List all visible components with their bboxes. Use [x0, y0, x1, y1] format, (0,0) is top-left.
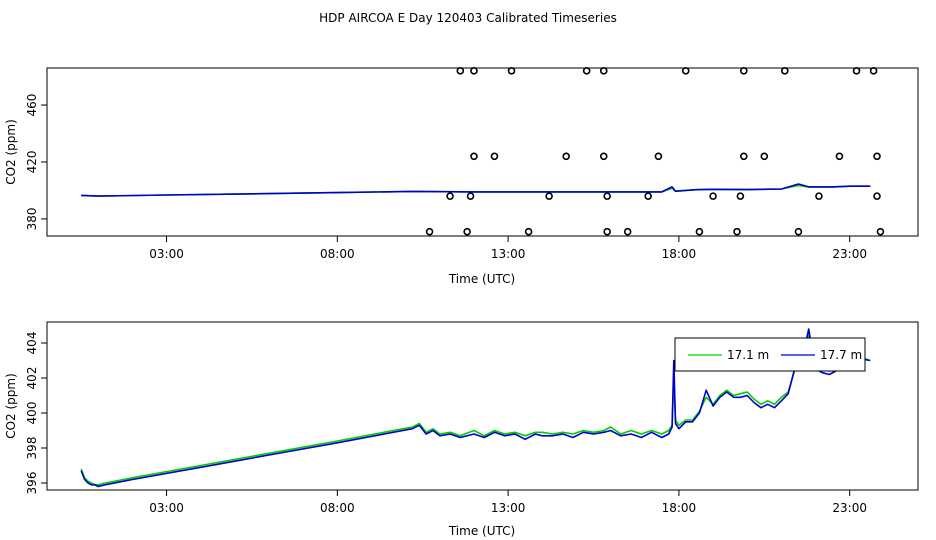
- top-marker-point: [599, 152, 608, 161]
- top-marker-point: [603, 192, 611, 200]
- legend-label-17-7m: 17.7 m: [820, 348, 862, 362]
- bottom-y-tick-label: 396: [25, 472, 39, 495]
- bottom-x-tick-label: 18:00: [662, 501, 697, 515]
- bottom-x-tick-label: 13:00: [491, 501, 526, 515]
- top-x-tick-label: 13:00: [491, 247, 526, 261]
- top-marker-point: [562, 152, 570, 161]
- top-marker-point: [709, 192, 717, 200]
- top-marker-point: [582, 67, 591, 75]
- bottom-series-line-1: [80, 333, 871, 486]
- top-x-tick-label: 18:00: [662, 247, 697, 261]
- top-marker-point: [470, 67, 478, 75]
- top-marker-point: [681, 67, 690, 75]
- top-marker-point: [835, 152, 844, 161]
- top-marker-point: [873, 192, 881, 200]
- top-marker-point: [446, 192, 454, 200]
- top-marker-point: [815, 192, 823, 200]
- bottom-y-axis: 396 398 400 402 404: [25, 332, 47, 495]
- bottom-x-tick-label: 23:00: [832, 501, 867, 515]
- top-marker-point: [695, 227, 704, 236]
- top-x-tick-label: 23:00: [832, 247, 867, 261]
- figure-title: HDP AIRCOA E Day 120403 Calibrated Times…: [319, 11, 617, 25]
- top-y-axis: 380 420 460: [25, 94, 47, 230]
- top-marker-point: [545, 192, 553, 200]
- bottom-legend: 17.1 m 17.7 m: [674, 337, 866, 372]
- legend-label-17-1m: 17.1 m: [727, 348, 769, 362]
- top-marker-point: [466, 192, 475, 200]
- bottom-x-axis: 03:00 08:00 13:00 18:00 23:00: [149, 490, 867, 515]
- top-y-tick-label: 420: [25, 151, 39, 174]
- top-marker-point: [876, 227, 885, 236]
- top-marker-point: [644, 192, 652, 200]
- top-x-axis: 03:00 08:00 13:00 18:00 23:00: [149, 236, 867, 261]
- bottom-series-line-2: [80, 328, 871, 488]
- bottom-y-axis-title: CO2 (ppm): [4, 373, 18, 439]
- top-marker-point: [524, 227, 533, 236]
- top-marker-point: [852, 67, 861, 75]
- top-series-line-2: [81, 183, 871, 197]
- top-y-tick-label: 460: [25, 94, 39, 117]
- bottom-plot-area: [80, 328, 871, 488]
- bottom-y-tick-label: 398: [25, 437, 39, 460]
- bottom-x-tick-label: 03:00: [149, 501, 184, 515]
- top-plot-frame: [46, 67, 919, 237]
- top-plot-area: [81, 67, 885, 236]
- top-marker-point: [739, 152, 748, 161]
- top-marker-point: [599, 67, 608, 75]
- top-marker-point: [490, 152, 499, 161]
- top-marker-point: [603, 227, 611, 236]
- top-marker-point: [760, 152, 769, 161]
- top-marker-point: [869, 67, 878, 75]
- bottom-panel: 03:00 08:00 13:00 18:00 23:00 396 398 400 402 40…: [4, 321, 919, 538]
- top-marker-point: [654, 152, 663, 161]
- top-marker-point: [736, 192, 745, 200]
- top-marker-point: [873, 152, 881, 161]
- top-marker-point: [739, 67, 748, 75]
- top-marker-point: [733, 227, 741, 236]
- top-y-tick-label: 380: [25, 207, 39, 230]
- top-x-tick-label: 03:00: [149, 247, 184, 261]
- bottom-y-tick-label: 404: [25, 332, 39, 355]
- bottom-plot-frame: [46, 321, 919, 491]
- top-marker-point: [463, 227, 471, 236]
- top-y-axis-title: CO2 (ppm): [4, 119, 18, 185]
- bottom-y-tick-label: 400: [25, 402, 39, 425]
- bottom-x-axis-title: Time (UTC): [448, 524, 515, 538]
- top-marker-point: [470, 152, 478, 161]
- top-x-tick-label: 08:00: [320, 247, 355, 261]
- top-marker-point: [780, 67, 789, 75]
- top-marker-point: [425, 227, 434, 236]
- top-marker-point: [623, 227, 632, 236]
- bottom-y-tick-label: 402: [25, 367, 39, 390]
- bottom-x-tick-label: 08:00: [320, 501, 355, 515]
- top-marker-point: [456, 67, 465, 75]
- top-marker-point: [507, 67, 516, 75]
- top-marker-point: [794, 227, 803, 236]
- top-panel: 03:00 08:00 13:00 18:00 23:00 380 420 460 Time…: [4, 67, 919, 286]
- top-x-axis-title: Time (UTC): [448, 272, 515, 286]
